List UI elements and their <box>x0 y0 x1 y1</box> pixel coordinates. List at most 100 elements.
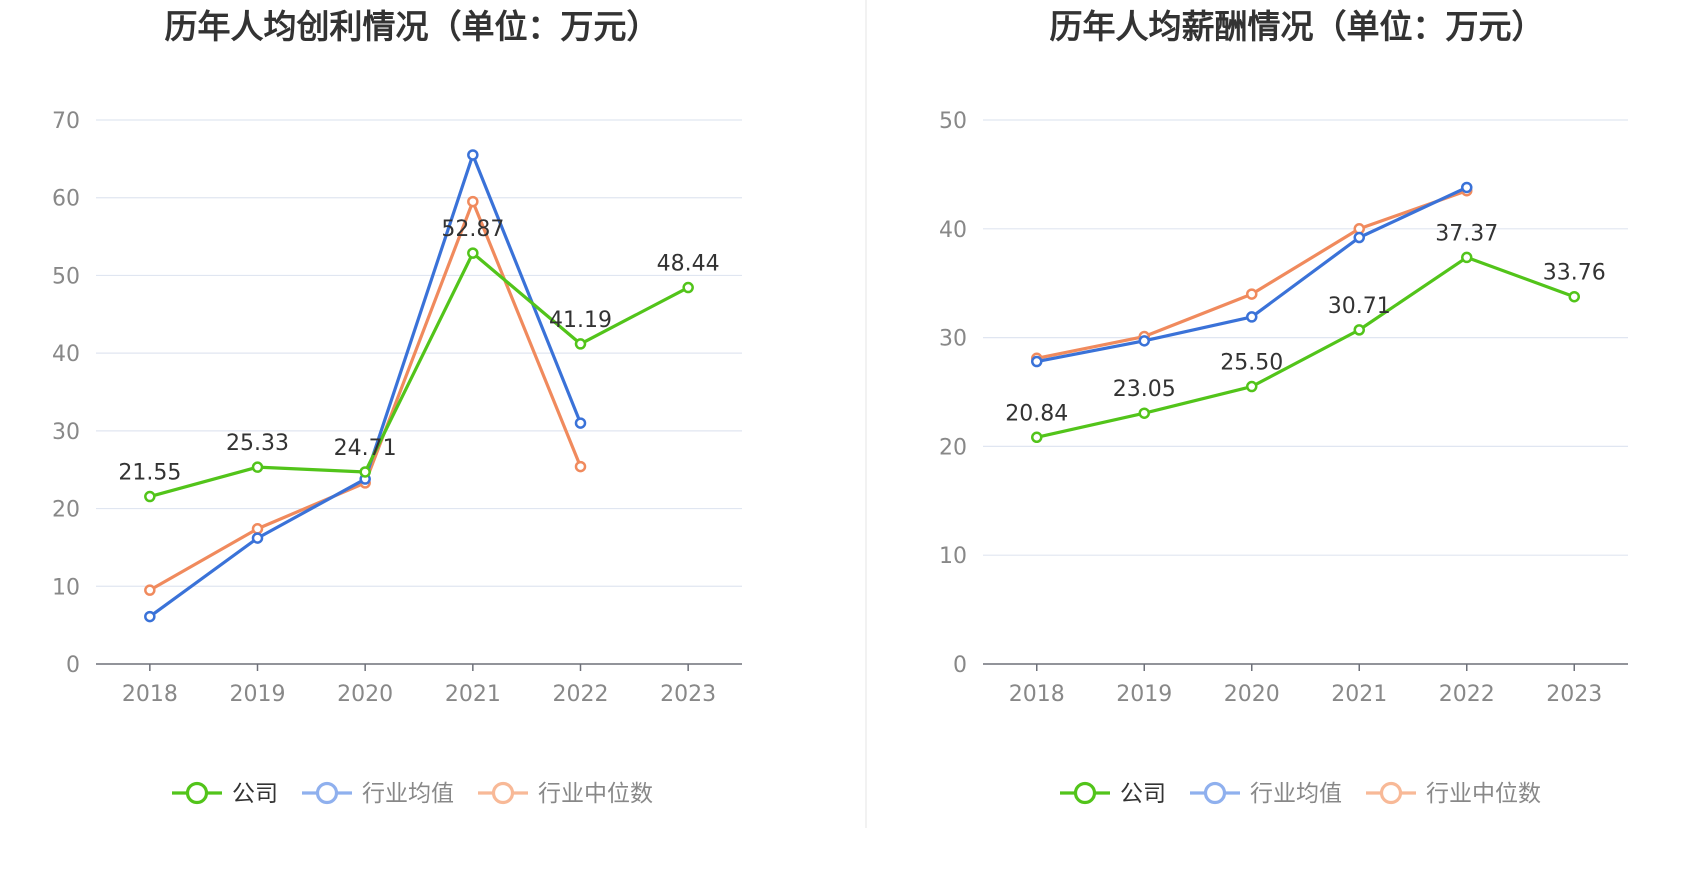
x-tick-label: 2023 <box>660 682 716 707</box>
data-point[interactable] <box>1246 311 1258 323</box>
series-line <box>149 251 689 499</box>
legend-item-company[interactable]: 公司 <box>1060 781 1166 807</box>
series-company <box>1031 251 1580 444</box>
legend-item-company[interactable]: 公司 <box>172 781 278 807</box>
data-label: 25.33 <box>226 431 289 456</box>
data-point[interactable] <box>144 584 156 596</box>
series-industry-mean <box>144 149 587 623</box>
data-point[interactable] <box>1246 380 1258 393</box>
data-point[interactable] <box>574 460 587 473</box>
x-tick-label: 2019 <box>230 682 286 707</box>
data-point[interactable] <box>467 149 479 161</box>
legend-marker-icon <box>1379 781 1403 805</box>
data-label: 25.50 <box>1220 351 1283 376</box>
legend-marker-icon <box>1203 781 1227 805</box>
data-point[interactable] <box>1568 290 1580 303</box>
data-point[interactable] <box>1461 251 1473 264</box>
data-point[interactable] <box>1461 181 1473 194</box>
y-tick-label: 10 <box>939 544 967 569</box>
data-label: 41.19 <box>549 308 612 333</box>
data-labels: 21.55 25.33 24.71 52.87 41.19 48.44 <box>118 217 719 485</box>
data-label: 23.05 <box>1113 377 1176 402</box>
legend-label: 行业中位数 <box>538 781 653 807</box>
data-point[interactable] <box>144 490 156 503</box>
legend-marker-icon <box>491 781 515 805</box>
data-point[interactable] <box>1031 355 1043 368</box>
data-point[interactable] <box>251 523 264 535</box>
data-point[interactable] <box>1353 231 1365 244</box>
series-line <box>1036 255 1575 439</box>
x-tick-label: 2019 <box>1116 682 1172 707</box>
y-tick-label: 50 <box>52 264 80 289</box>
y-tick-label: 40 <box>939 218 967 243</box>
y-tick-label: 60 <box>52 187 80 212</box>
data-label: 30.71 <box>1328 294 1391 319</box>
y-tick-label: 70 <box>52 109 80 134</box>
data-point[interactable] <box>1138 335 1150 347</box>
legend-marker-icon <box>185 781 209 805</box>
series-industry-mean <box>1031 181 1473 368</box>
series-company <box>144 247 694 503</box>
legend-marker-icon <box>315 781 339 805</box>
x-tick-label: 2021 <box>445 682 501 707</box>
legend-item-industry-mean[interactable]: 行业均值 <box>1190 781 1342 807</box>
x-tick-label: 2021 <box>1331 682 1387 707</box>
data-point[interactable] <box>1031 431 1043 444</box>
data-label: 24.71 <box>334 436 397 461</box>
legend-item-industry-mean[interactable]: 行业均值 <box>302 781 454 807</box>
legend: 公司 行业均值 行业中位数 <box>1060 781 1541 807</box>
series-line <box>148 153 582 618</box>
legend-item-industry-median[interactable]: 行业中位数 <box>1366 781 1541 807</box>
data-point[interactable] <box>467 195 479 208</box>
data-point[interactable] <box>1246 288 1258 300</box>
x-tick-label: 2022 <box>1439 682 1495 707</box>
legend-label: 公司 <box>232 781 278 807</box>
data-label: 48.44 <box>657 252 720 277</box>
legend-label: 行业均值 <box>1250 781 1342 807</box>
data-point[interactable] <box>1138 407 1150 419</box>
data-point[interactable] <box>1353 324 1365 336</box>
data-point[interactable] <box>144 610 156 623</box>
data-point[interactable] <box>574 338 587 350</box>
x-tick-label: 2020 <box>1224 682 1280 707</box>
legend-label: 行业中位数 <box>1426 781 1541 807</box>
y-tick-label: 30 <box>939 327 967 352</box>
legend-label: 行业均值 <box>362 781 454 807</box>
data-point[interactable] <box>682 281 694 294</box>
legend-item-industry-median[interactable]: 行业中位数 <box>478 781 653 807</box>
data-point[interactable] <box>359 466 371 478</box>
legend: 公司 行业均值 行业中位数 <box>172 781 653 807</box>
chart-title: 历年人均创利情况（单位：万元） <box>165 7 660 46</box>
data-point[interactable] <box>574 417 587 429</box>
data-label: 21.55 <box>118 461 181 486</box>
x-tick-label: 2022 <box>553 682 609 707</box>
y-tick-label: 50 <box>939 109 967 134</box>
x-tick-label: 2018 <box>122 682 178 707</box>
x-tick-label: 2020 <box>337 682 393 707</box>
data-label: 37.37 <box>1435 221 1498 246</box>
profit-per-capita-chart: 历年人均创利情况（单位：万元） 0 10 20 30 40 50 60 70 2018 2019 20… <box>52 7 742 807</box>
series-industry-median <box>144 195 587 596</box>
data-label: 52.87 <box>441 217 504 242</box>
y-tick-label: 20 <box>52 498 80 523</box>
data-labels: 20.84 23.05 25.50 30.71 37.37 33.76 <box>1005 221 1605 426</box>
chart-title: 历年人均薪酬情况（单位：万元） <box>1050 7 1545 46</box>
y-tick-label: 20 <box>939 435 967 460</box>
legend-label: 公司 <box>1120 781 1166 807</box>
data-point[interactable] <box>251 461 264 473</box>
salary-per-capita-chart: 历年人均薪酬情况（单位：万元） 0 10 20 30 40 50 2018 2019 2020 20… <box>939 7 1628 807</box>
y-tick-label: 0 <box>953 653 967 678</box>
legend-marker-icon <box>1073 781 1097 805</box>
data-point[interactable] <box>467 247 479 259</box>
y-tick-label: 0 <box>66 653 80 678</box>
x-tick-label: 2023 <box>1546 682 1602 707</box>
x-tick-label: 2018 <box>1009 682 1065 707</box>
data-label: 33.76 <box>1543 261 1606 286</box>
y-tick-label: 40 <box>52 342 80 367</box>
data-point[interactable] <box>251 532 264 544</box>
y-tick-label: 30 <box>52 420 80 445</box>
data-label: 20.84 <box>1005 401 1068 426</box>
y-tick-label: 10 <box>52 575 80 600</box>
series-industry-median <box>1031 184 1473 365</box>
